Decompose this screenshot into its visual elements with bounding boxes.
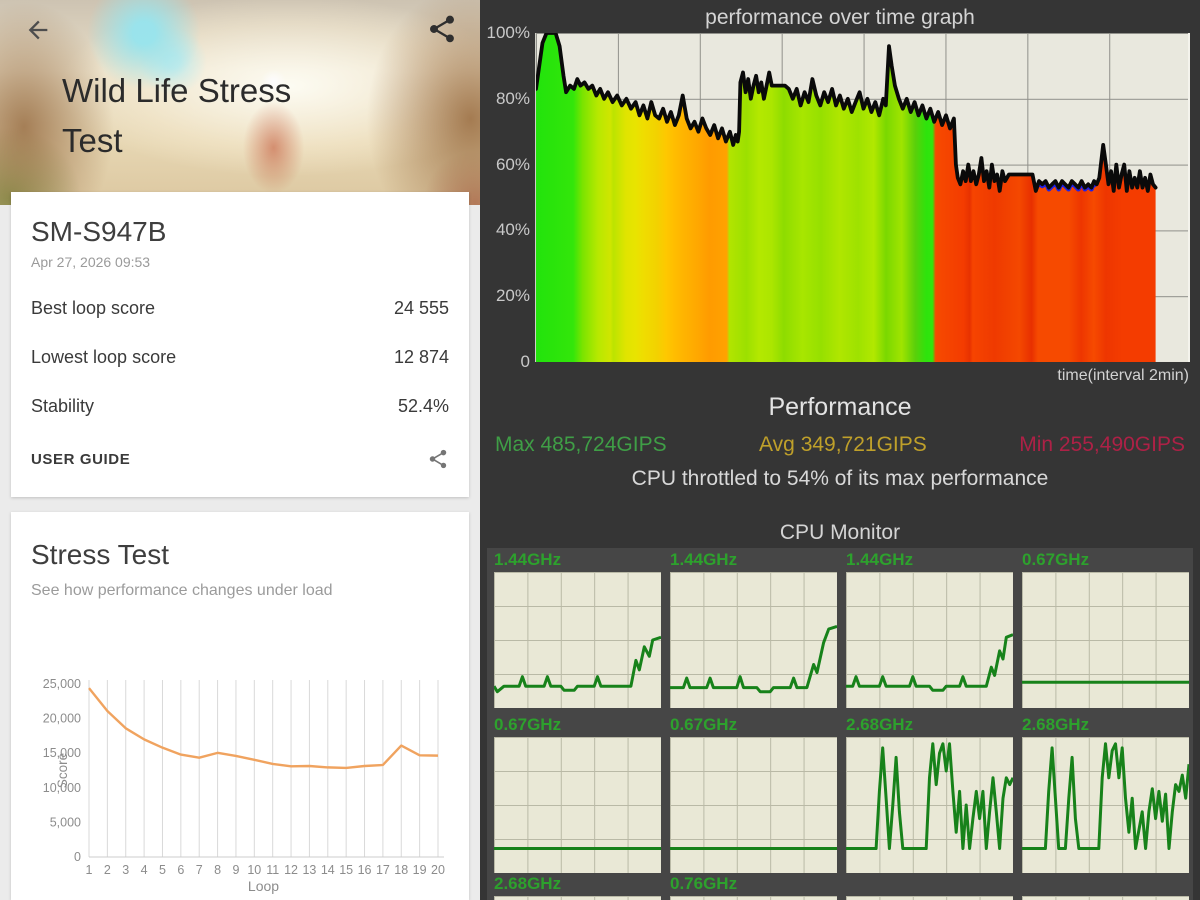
svg-text:10,000: 10,000 — [43, 781, 81, 795]
cpu-core-frequency-label: 2.68GHz — [1022, 715, 1090, 734]
cpu-core-frequency-label: 0.67GHz — [1022, 550, 1090, 569]
cpu-core-graph — [670, 896, 837, 900]
share-result-icon[interactable] — [427, 448, 449, 470]
cpu-core-frequency-label: 0.67GHz — [670, 715, 738, 734]
svg-text:6: 6 — [177, 863, 184, 877]
cpu-core-frequency-label: 0.76GHz — [670, 874, 738, 893]
svg-text:25,000: 25,000 — [43, 677, 81, 691]
performance-panel: performance over time graph 100% 80% 60% 40… — [480, 0, 1200, 900]
stress-test-subtitle: See how performance changes under load — [31, 582, 333, 599]
svg-text:Score: Score — [55, 753, 70, 788]
cpu-core-graph — [1022, 737, 1189, 873]
result-date: Apr 27, 2026 09:53 — [31, 254, 151, 270]
cpu-core-frequency-label: 1.44GHz — [670, 550, 738, 569]
svg-text:5: 5 — [159, 863, 166, 877]
svg-text:14: 14 — [321, 863, 335, 877]
user-guide-link[interactable]: USER GUIDE — [31, 450, 131, 468]
svg-text:11: 11 — [266, 863, 279, 877]
svg-text:3: 3 — [122, 863, 129, 877]
y-tick-label: 60% — [495, 154, 530, 174]
y-tick-label: 80% — [495, 88, 530, 108]
share-button[interactable] — [426, 13, 460, 47]
svg-text:13: 13 — [302, 863, 316, 877]
result-panel: Wild Life Stress Test SM-S947B Apr 27, 2… — [0, 0, 480, 900]
best-loop-score-label: Best loop score — [31, 298, 156, 318]
cpu-core-graph — [670, 737, 837, 873]
cpu-core-graph — [846, 572, 1013, 708]
y-tick-label: 40% — [495, 220, 530, 240]
svg-text:19: 19 — [413, 863, 427, 877]
svg-text:1: 1 — [86, 863, 93, 877]
cpu-core-graph — [846, 737, 1013, 873]
svg-text:18: 18 — [394, 863, 408, 877]
stability-row: Stability 52.4% — [31, 396, 449, 417]
lowest-loop-score-label: Lowest loop score — [31, 347, 177, 367]
lowest-loop-score-value: 12 874 — [393, 347, 449, 367]
min-performance-value: Min 255,490GIPS — [1019, 433, 1185, 456]
performance-graph-title: performance over time graph — [705, 6, 975, 29]
cpu-core-graph — [494, 737, 661, 873]
user-guide-row: USER GUIDE — [31, 448, 449, 470]
stress-test-title: Stress Test — [31, 539, 169, 570]
svg-text:15: 15 — [339, 863, 353, 877]
best-loop-score-value: 24 555 — [393, 298, 449, 318]
stress-test-card: Stress Test See how performance changes … — [11, 512, 469, 900]
wild-life-hero-image — [0, 0, 480, 205]
cpu-monitor-heading: CPU Monitor — [779, 521, 901, 544]
stability-value: 52.4% — [397, 396, 449, 416]
cpu-monitor-panel: 1.44GHz 1.44GHz 1.44GHz 0.67GHz 0.67GHz 0.67G… — [487, 548, 1193, 900]
y-tick-label: 0 — [520, 352, 530, 371]
svg-text:17: 17 — [376, 863, 390, 877]
svg-text:16: 16 — [358, 863, 372, 877]
max-performance-value: Max 485,724GIPS — [495, 433, 667, 456]
device-name: SM-S947B — [31, 216, 167, 247]
svg-text:20,000: 20,000 — [43, 712, 81, 726]
best-loop-score-row: Best loop score 24 555 — [31, 298, 449, 319]
svg-text:10: 10 — [247, 863, 261, 877]
performance-over-time-chart — [535, 33, 1190, 362]
arrow-left-icon — [28, 20, 48, 40]
cpu-throttle-text: CPU throttled to 54% of its max performa… — [631, 467, 1049, 490]
cpu-core-graph — [670, 572, 837, 708]
svg-text:12: 12 — [284, 863, 298, 877]
performance-heading: Performance — [768, 393, 912, 421]
cpu-core-frequency-label: 2.68GHz — [494, 874, 562, 893]
svg-text:Loop: Loop — [248, 878, 279, 894]
lowest-loop-score-row: Lowest loop score 12 874 — [31, 347, 449, 368]
cpu-core-frequency-label: 2.68GHz — [846, 715, 914, 734]
x-axis-label: time(interval 2min) — [1057, 367, 1189, 384]
svg-text:4: 4 — [141, 863, 148, 877]
cpu-core-graph — [1022, 572, 1189, 708]
svg-text:0: 0 — [74, 850, 81, 864]
page-title: Wild Life Stress Test — [62, 72, 292, 159]
svg-text:8: 8 — [214, 863, 221, 877]
cpu-core-graph — [1022, 896, 1189, 900]
svg-text:5,000: 5,000 — [50, 815, 81, 829]
avg-performance-value: Avg 349,721GIPS — [759, 433, 927, 456]
svg-text:9: 9 — [232, 863, 239, 877]
cpu-core-graph — [494, 572, 661, 708]
performance-area-plot — [536, 33, 1158, 362]
result-card: SM-S947B Apr 27, 2026 09:53 Best loop sc… — [11, 192, 469, 497]
back-button[interactable] — [18, 10, 58, 50]
cpu-core-frequency-label: 0.67GHz — [494, 715, 562, 734]
y-tick-label: 20% — [495, 286, 530, 306]
cpu-core-graph — [846, 896, 1013, 900]
svg-text:15,000: 15,000 — [43, 746, 81, 760]
svg-text:2: 2 — [104, 863, 111, 877]
share-icon — [430, 15, 454, 43]
cpu-core-frequency-label: 1.44GHz — [494, 550, 562, 569]
cpu-core-frequency-label: 1.44GHz — [846, 550, 914, 569]
cpu-core-graph — [494, 896, 661, 900]
svg-text:7: 7 — [196, 863, 203, 877]
svg-text:20: 20 — [431, 863, 445, 877]
y-tick-label: 100% — [486, 23, 530, 42]
stability-label: Stability — [31, 396, 95, 416]
performance-stats-row: Max 485,724GIPS Avg 349,721GIPS Min 255,… — [495, 433, 1185, 457]
